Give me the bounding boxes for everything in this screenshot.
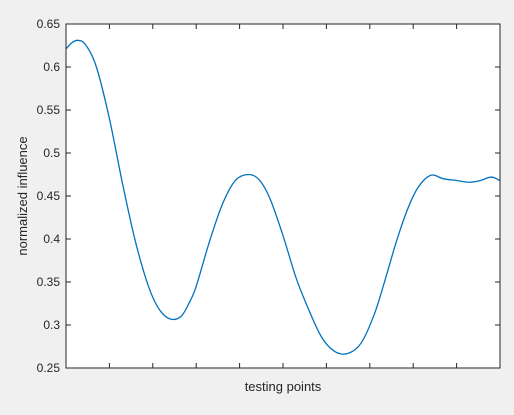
x-axis-label: testing points bbox=[245, 379, 322, 394]
y-tick-label: 0.5 bbox=[43, 146, 60, 160]
y-tick-label: 0.45 bbox=[37, 189, 61, 203]
series-line bbox=[65, 39, 501, 355]
series-group bbox=[65, 39, 501, 355]
y-tick-label: 0.3 bbox=[43, 318, 60, 332]
axes-background bbox=[66, 24, 500, 368]
y-tick-label: 0.65 bbox=[37, 17, 61, 31]
y-tick-label: 0.25 bbox=[37, 361, 61, 375]
y-tick-label: 0.55 bbox=[37, 103, 61, 117]
y-tick-label: 0.4 bbox=[43, 232, 60, 246]
y-tick-label: 0.6 bbox=[43, 60, 60, 74]
y-tick-label: 0.35 bbox=[37, 275, 61, 289]
axes-box bbox=[65, 23, 501, 369]
axis-ticks: 0.25 0.3 0.35 0.4 0.45 0.5 0.55 0.6 0.65 bbox=[37, 17, 501, 375]
y-axis-label: normalized influence bbox=[15, 136, 30, 255]
